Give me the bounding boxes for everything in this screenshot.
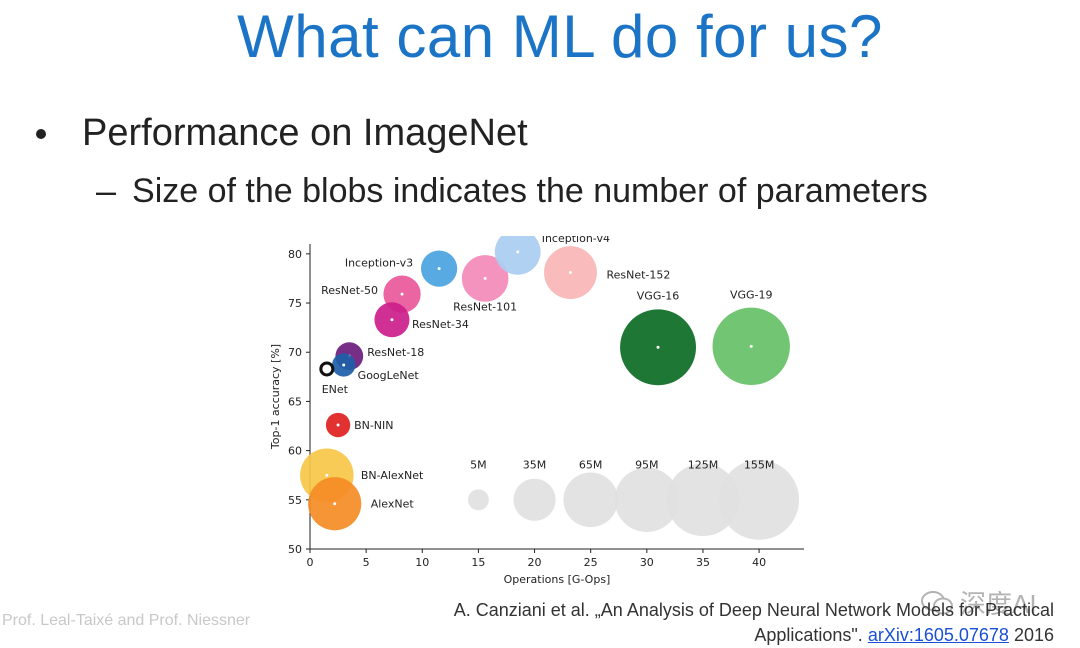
data-point-center: [568, 271, 572, 275]
y-tick-label: 70: [288, 346, 302, 359]
size-legend-blob: [513, 478, 556, 521]
data-label: AlexNet: [371, 498, 415, 511]
y-tick-label: 50: [288, 543, 302, 556]
x-tick-label: 20: [528, 556, 542, 569]
sub-bullet-item: – Size of the blobs indicates the number…: [96, 170, 928, 212]
data-label: ResNet-18: [367, 346, 424, 359]
footer-credit: Prof. Leal-Taixé and Prof. Niessner: [2, 612, 251, 629]
data-point-inception-v4: [494, 236, 541, 275]
data-label: BN-AlexNet: [361, 469, 424, 482]
size-legend-label: 125M: [688, 458, 719, 471]
size-legend-label: 155M: [744, 458, 775, 471]
x-tick-label: 0: [307, 556, 314, 569]
data-point-center: [390, 318, 394, 322]
size-legend-label: 95M: [635, 458, 659, 471]
y-tick-label: 55: [288, 494, 302, 507]
y-tick-label: 65: [288, 395, 302, 408]
data-label: ResNet-34: [412, 318, 469, 331]
data-point-center: [516, 250, 520, 254]
data-label: ResNet-152: [606, 269, 670, 282]
size-legend-blob: [563, 472, 618, 528]
arxiv-link[interactable]: arXiv:1605.07678: [867, 625, 1009, 645]
bullet-dot-icon: [36, 128, 46, 139]
citation-text: Applications".: [754, 625, 863, 645]
data-point-center: [325, 367, 329, 371]
x-axis-title: Operations [G-Ops]: [504, 573, 611, 586]
y-tick-label: 60: [288, 445, 302, 458]
data-label: VGG-19: [730, 288, 773, 301]
size-legend-label: 65M: [579, 458, 603, 471]
data-label: ResNet-101: [453, 300, 517, 313]
size-legend-blob: [467, 489, 489, 511]
size-legend-label: 35M: [523, 458, 547, 471]
data-point-center: [400, 292, 404, 296]
data-label: GoogLeNet: [358, 369, 420, 382]
x-tick-label: 40: [752, 556, 766, 569]
data-label: Inception-v4: [542, 236, 610, 245]
data-point-center: [333, 502, 337, 506]
data-point-center: [325, 473, 329, 477]
x-tick-label: 10: [415, 556, 429, 569]
data-label: BN-NIN: [354, 419, 393, 432]
y-tick-label: 75: [288, 297, 302, 310]
x-tick-label: 25: [584, 556, 598, 569]
size-legend-blob: [719, 459, 800, 540]
x-tick-label: 30: [640, 556, 654, 569]
data-point-center: [749, 344, 753, 348]
citation: A. Canziani et al. „An Analysis of Deep …: [454, 598, 1054, 648]
y-axis-title: Top-1 accuracy [%]: [269, 344, 282, 450]
imagenet-scatter-chart: 0 5 10 15 20 25 30 35 40 50 55 60 65 70 75 80 Operations…: [269, 236, 804, 586]
bullet-text: Performance on ImageNet: [82, 112, 528, 154]
chat-bubble-icon: [921, 590, 953, 614]
x-tick-label: 15: [471, 556, 485, 569]
size-legend-label: 5M: [470, 458, 487, 471]
citation-line-1: A. Canziani et al. „An Analysis of Deep …: [453, 600, 1054, 620]
dash-icon: –: [96, 170, 117, 211]
sub-bullet-text: Size of the blobs indicates the number o…: [132, 171, 928, 210]
data-point-center: [656, 345, 660, 349]
data-label: Inception-v3: [345, 257, 413, 270]
watermark-text: 深度AI: [960, 589, 1037, 619]
data-label: ResNet-50: [321, 284, 378, 297]
x-tick-label: 35: [696, 556, 710, 569]
data-point-center: [336, 423, 340, 427]
data-point-center: [342, 363, 346, 367]
data-label: VGG-16: [637, 289, 680, 302]
citation-year: 2016: [1013, 625, 1054, 645]
size-legend-blob: [666, 463, 740, 537]
citation-line-2: Applications". arXiv:1605.07678 2016: [454, 623, 1054, 648]
y-tick-label: 80: [288, 248, 302, 261]
data-point-center: [437, 267, 441, 271]
data-label: ENet: [322, 383, 349, 396]
x-tick-label: 5: [363, 556, 370, 569]
size-legend-blob: [614, 467, 680, 532]
slide-title: What can ML do for us?: [237, 3, 883, 70]
watermark: 深度AI: [920, 584, 1037, 621]
data-point-center: [483, 276, 487, 280]
bullet-item: Performance on ImageNet: [36, 112, 528, 155]
